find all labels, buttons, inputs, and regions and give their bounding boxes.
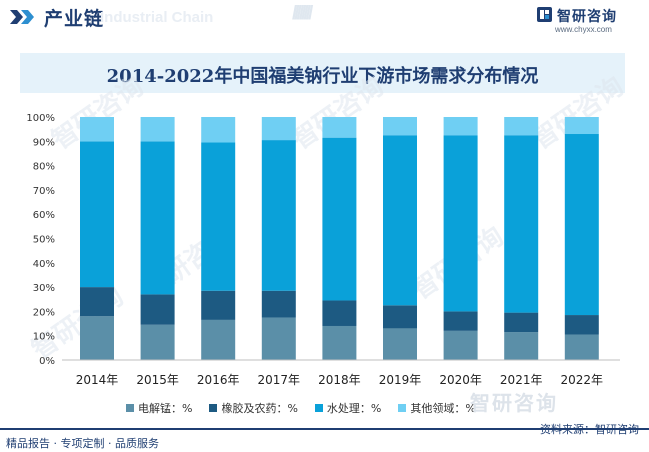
double-chevron-icon <box>10 10 34 24</box>
bar-segment-3-2020年 <box>443 135 478 312</box>
y-tick-label: 40% <box>33 259 55 270</box>
legend-item-4: 其他领域：% <box>398 400 476 416</box>
bar-segment-3-2016年 <box>201 142 236 291</box>
bar-segment-1-2014年 <box>80 316 114 360</box>
bar-segment-1-2021年 <box>504 332 539 360</box>
chart-title: 2014-2022年中国福美钠行业下游市场需求分布情况 <box>106 66 539 87</box>
bar-segment-3-2014年 <box>80 141 114 288</box>
y-tick-label: 100% <box>26 113 55 124</box>
bar-segment-2-2016年 <box>201 290 236 320</box>
legend-item-2: 橡胶及农药：% <box>209 400 298 416</box>
legend-label: 其他领域：% <box>410 402 476 415</box>
legend-swatch <box>398 404 407 412</box>
bar-segment-2-2020年 <box>443 311 478 331</box>
bar-segment-2-2022年 <box>564 315 599 335</box>
bar-segment-4-2016年 <box>201 117 236 143</box>
bar-segment-1-2022年 <box>564 334 599 360</box>
bar-segment-1-2018年 <box>322 325 357 360</box>
y-tick-label: 80% <box>33 162 55 173</box>
header-slash-decoration: //////// <box>292 3 313 24</box>
bars <box>80 117 599 360</box>
brand-block: 智研咨询 www.chyxx.com <box>537 4 637 36</box>
section-ghost-text: Industrial Chain <box>100 9 214 26</box>
brand-logo-icon <box>537 7 552 22</box>
bar-segment-2-2014年 <box>80 287 114 317</box>
bar-segment-3-2022年 <box>564 134 599 316</box>
y-tick-label: 10% <box>33 332 55 343</box>
y-axis: 0% 10% 20% 30% 40% 50% 60% 70% 80% 90% 100% <box>26 113 55 367</box>
y-tick-label: 90% <box>33 137 55 148</box>
bar-segment-2-2017年 <box>261 290 296 318</box>
legend-item-3: 水处理：% <box>314 400 382 416</box>
watermark-text: 智研咨询 <box>470 391 558 415</box>
x-tick-label: 2020年 <box>439 373 482 387</box>
legend-label: 水处理：% <box>326 402 382 415</box>
bar-segment-1-2017年 <box>261 317 296 360</box>
y-tick-label: 20% <box>33 307 55 318</box>
bar-segment-4-2018年 <box>322 117 357 138</box>
bar-segment-2-2018年 <box>322 300 357 326</box>
chart-legend: 电解锰：% 橡胶及农药：% 水处理：% 其他领域：% <box>126 400 493 416</box>
x-tick-label: 2019年 <box>379 373 422 387</box>
y-tick-label: 0% <box>39 356 55 367</box>
x-axis: 2014年 2015年 2016年 2017年 2018年 2019年 2020年 2021年… <box>62 359 620 387</box>
section-header: 产业链 Industrial Chain //////// <box>0 0 649 34</box>
bar-segment-4-2015年 <box>140 117 175 142</box>
bar-segment-3-2015年 <box>140 141 175 295</box>
bar-segment-2-2019年 <box>383 305 417 329</box>
bar-segment-1-2020年 <box>443 330 478 360</box>
x-tick-label: 2017年 <box>258 373 301 387</box>
bar-segment-1-2019年 <box>383 328 417 360</box>
y-tick-label: 70% <box>33 186 55 197</box>
footer-tagline: 精品报告 · 专项定制 · 品质服务 <box>6 437 159 450</box>
x-tick-label: 2014年 <box>76 373 119 387</box>
bar-segment-3-2018年 <box>322 137 357 301</box>
bar-segment-4-2021年 <box>504 117 539 136</box>
bar-segment-4-2022年 <box>564 117 599 135</box>
x-tick-label: 2015年 <box>136 373 179 387</box>
legend-swatch <box>314 404 323 412</box>
chart-title-band: 2014-2022年中国福美钠行业下游市场需求分布情况 <box>20 53 625 93</box>
y-tick-label: 30% <box>33 283 55 294</box>
legend-item-1: 电解锰：% <box>126 400 192 416</box>
footer-source: 资料来源：智研咨询 <box>540 423 639 436</box>
legend-swatch <box>209 404 218 412</box>
x-tick-label: 2016年 <box>197 373 240 387</box>
bar-segment-2-2021年 <box>504 312 539 333</box>
y-tick-label: 50% <box>33 235 55 246</box>
bar-segment-3-2017年 <box>261 140 296 291</box>
brand-url: www.chyxx.com <box>555 25 612 34</box>
bar-segment-1-2016年 <box>201 319 236 360</box>
x-tick-label: 2022年 <box>561 373 604 387</box>
footer-divider <box>0 428 649 430</box>
legend-label: 橡胶及农药：% <box>221 402 298 415</box>
y-tick-label: 60% <box>33 210 55 221</box>
brand-name: 智研咨询 <box>557 9 617 25</box>
bar-segment-4-2017年 <box>261 117 296 141</box>
legend-label: 电解锰：% <box>138 402 193 415</box>
section-title: 产业链 <box>44 8 105 30</box>
legend-swatch <box>126 404 134 412</box>
x-tick-label: 2021年 <box>500 373 543 387</box>
bar-segment-4-2014年 <box>80 117 114 142</box>
bar-segment-3-2021年 <box>504 135 539 313</box>
bar-segment-4-2020年 <box>443 117 478 136</box>
bar-segment-3-2019年 <box>383 135 417 306</box>
bar-segment-4-2019年 <box>383 117 417 136</box>
x-tick-label: 2018年 <box>318 373 361 387</box>
bar-segment-1-2015年 <box>140 324 175 360</box>
bar-segment-2-2015年 <box>140 294 175 325</box>
